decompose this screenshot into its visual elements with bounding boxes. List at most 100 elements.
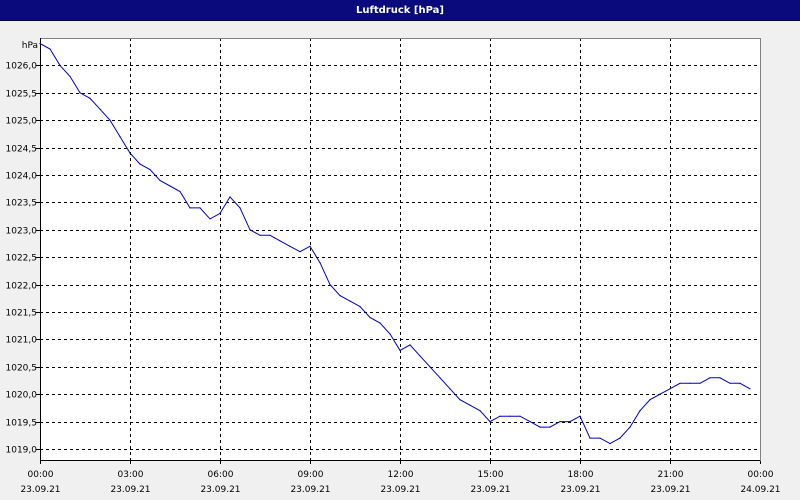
x-tick-time-label: 15:00 bbox=[478, 470, 504, 480]
data-point bbox=[239, 207, 241, 209]
data-point bbox=[659, 393, 661, 395]
data-point bbox=[689, 382, 691, 384]
data-point bbox=[219, 212, 221, 214]
data-point bbox=[509, 415, 511, 417]
x-tick-date-label: 24.09.21 bbox=[740, 485, 780, 495]
data-point bbox=[139, 163, 141, 165]
pressure-line bbox=[39, 43, 751, 445]
data-point bbox=[209, 218, 211, 220]
data-point bbox=[329, 284, 331, 286]
data-point bbox=[59, 64, 61, 66]
x-tick-time-label: 12:00 bbox=[388, 470, 414, 480]
data-point bbox=[319, 262, 321, 264]
data-point bbox=[369, 316, 371, 319]
data-point bbox=[469, 404, 471, 406]
data-point bbox=[539, 426, 541, 428]
y-tick-label: 1024,0 bbox=[6, 172, 38, 182]
y-tick-label: 1023,5 bbox=[6, 199, 38, 209]
data-point bbox=[179, 190, 181, 193]
y-tick-label: 1019,5 bbox=[6, 419, 38, 429]
data-point bbox=[149, 168, 151, 171]
data-point bbox=[619, 437, 621, 439]
y-tick-label: 1023,0 bbox=[6, 227, 38, 237]
data-point bbox=[389, 333, 391, 335]
x-tick-date-label: 23.09.21 bbox=[290, 485, 330, 495]
data-point bbox=[339, 295, 341, 297]
data-point bbox=[749, 388, 751, 390]
data-point bbox=[169, 185, 171, 187]
data-point bbox=[289, 245, 291, 247]
data-point bbox=[409, 344, 411, 346]
data-point bbox=[549, 426, 551, 428]
x-tick-time-label: 09:00 bbox=[298, 470, 324, 480]
y-tick-label: 1024,5 bbox=[6, 145, 38, 155]
data-point bbox=[719, 377, 721, 379]
data-point bbox=[79, 92, 81, 94]
y-axis-label: hPa bbox=[22, 41, 38, 51]
x-tick-date-label: 23.09.21 bbox=[20, 485, 60, 495]
x-tick-date-label: 23.09.21 bbox=[200, 485, 240, 495]
data-point bbox=[379, 322, 381, 324]
data-point bbox=[579, 415, 581, 417]
data-point bbox=[559, 421, 561, 423]
data-point bbox=[199, 207, 201, 209]
data-point bbox=[609, 443, 611, 445]
data-point bbox=[399, 349, 401, 351]
data-point bbox=[649, 399, 651, 401]
x-tick-date-label: 23.09.21 bbox=[560, 485, 600, 495]
data-point bbox=[519, 415, 521, 417]
data-point bbox=[569, 421, 571, 423]
x-tick-time-label: 03:00 bbox=[118, 470, 144, 480]
y-tick-label: 1026,0 bbox=[6, 62, 38, 72]
x-tick-time-label: 00:00 bbox=[748, 470, 774, 480]
data-point bbox=[629, 426, 631, 428]
data-point bbox=[69, 75, 71, 77]
data-point bbox=[669, 388, 671, 390]
y-tick-label: 1022,5 bbox=[6, 254, 38, 264]
data-point bbox=[259, 234, 261, 236]
data-point bbox=[709, 377, 711, 379]
data-point bbox=[299, 251, 301, 253]
data-point bbox=[699, 382, 701, 384]
data-point bbox=[449, 388, 451, 390]
data-point bbox=[129, 152, 131, 154]
data-point bbox=[439, 377, 441, 379]
y-tick-label: 1020,0 bbox=[6, 391, 38, 401]
x-tick-time-label: 00:00 bbox=[28, 470, 54, 480]
x-tick-date-label: 23.09.21 bbox=[110, 485, 150, 495]
y-tick-label: 1021,5 bbox=[6, 309, 38, 319]
data-point bbox=[479, 410, 481, 412]
y-tick-label: 1020,5 bbox=[6, 364, 38, 374]
y-tick-label: 1022,0 bbox=[6, 282, 38, 292]
x-tick-date-label: 23.09.21 bbox=[380, 485, 420, 495]
x-tick-date-label: 23.09.21 bbox=[650, 485, 690, 495]
data-point bbox=[349, 300, 351, 302]
data-point bbox=[729, 382, 731, 384]
data-point bbox=[49, 48, 51, 50]
x-tick-time-label: 21:00 bbox=[658, 470, 684, 480]
data-point bbox=[89, 97, 91, 99]
data-point bbox=[309, 245, 311, 247]
window-title: Luftdruck [hPa] bbox=[0, 0, 800, 21]
data-point bbox=[359, 305, 361, 308]
y-tick-label: 1021,0 bbox=[6, 336, 38, 346]
data-point bbox=[599, 437, 601, 439]
data-point bbox=[459, 399, 461, 401]
data-point bbox=[589, 437, 591, 439]
data-point bbox=[109, 119, 111, 121]
x-tick-time-label: 18:00 bbox=[568, 470, 594, 480]
data-point bbox=[679, 382, 681, 384]
data-point bbox=[189, 207, 191, 209]
data-point bbox=[269, 234, 271, 236]
y-tick-label: 1025,5 bbox=[6, 90, 38, 100]
data-point bbox=[489, 421, 491, 423]
data-point bbox=[639, 410, 641, 412]
data-point bbox=[429, 366, 431, 368]
data-point bbox=[99, 108, 101, 110]
data-point bbox=[499, 415, 501, 417]
y-tick-label: 1019,0 bbox=[6, 446, 38, 456]
y-tick-label: 1025,0 bbox=[6, 117, 38, 127]
data-point bbox=[419, 355, 421, 357]
